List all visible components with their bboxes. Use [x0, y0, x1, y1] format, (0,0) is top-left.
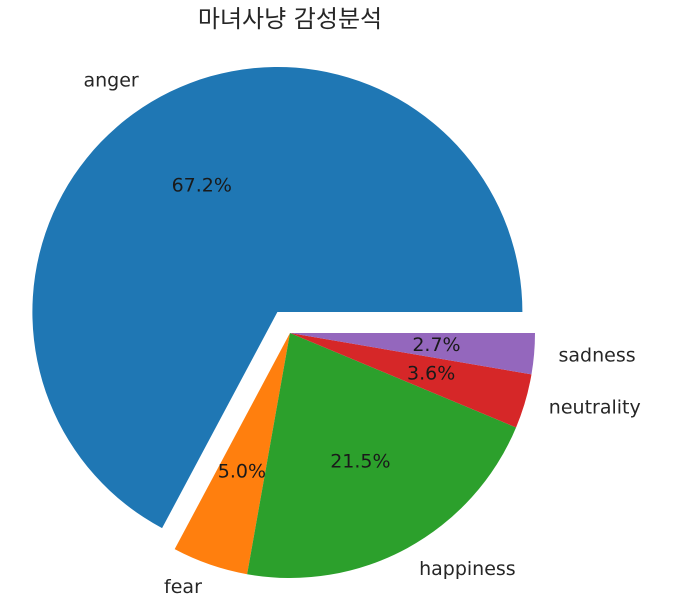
slice-label-fear: fear — [164, 576, 202, 598]
pie-slice-happiness — [247, 333, 517, 578]
pie-slice-fear — [174, 333, 290, 575]
pct-label-neutrality: 3.6% — [407, 363, 455, 385]
pct-label-anger: 67.2% — [172, 174, 232, 196]
slice-label-sadness: sadness — [559, 344, 636, 366]
pct-label-fear: 5.0% — [218, 460, 266, 482]
pie-slices — [32, 66, 535, 578]
pie-slice-neutrality — [290, 333, 532, 428]
pie-slice-sadness — [290, 333, 535, 375]
pct-label-sadness: 2.7% — [412, 334, 460, 356]
pct-label-happiness: 21.5% — [330, 451, 390, 473]
slice-label-neutrality: neutrality — [549, 397, 641, 419]
pie-slice-anger — [32, 66, 523, 529]
slice-label-anger: anger — [84, 69, 139, 91]
slice-label-happiness: happiness — [419, 558, 516, 580]
pie-labels: anger 67.2% fear 5.0% happiness 21.5% neutrali… — [84, 69, 641, 598]
chart-title: 마녀사냥 감성분석 — [198, 5, 382, 33]
